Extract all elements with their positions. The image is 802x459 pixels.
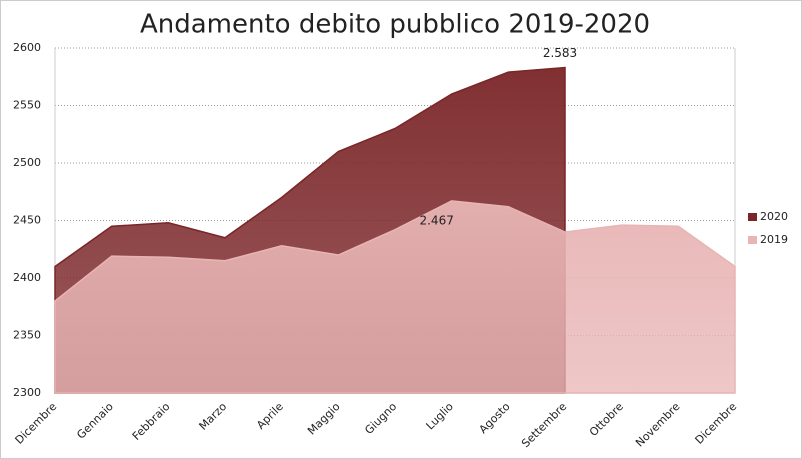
y-tick-label: 2400 bbox=[13, 271, 41, 284]
y-tick-label: 2550 bbox=[13, 99, 41, 112]
chart-title: Andamento debito pubblico 2019-2020 bbox=[140, 10, 650, 40]
data-label: 2.583 bbox=[543, 46, 577, 60]
legend-swatch bbox=[748, 213, 757, 221]
legend-label: 2019 bbox=[760, 233, 788, 246]
y-tick-label: 2500 bbox=[13, 156, 41, 169]
y-tick-label: 2350 bbox=[13, 329, 41, 342]
data-label: 2.467 bbox=[419, 213, 453, 227]
y-tick-label: 2300 bbox=[13, 386, 41, 399]
legend-swatch bbox=[748, 236, 757, 244]
y-tick-label: 2600 bbox=[13, 41, 41, 54]
area bbox=[54, 200, 736, 394]
y-tick-label: 2450 bbox=[13, 214, 41, 227]
legend-label: 2020 bbox=[760, 210, 788, 223]
